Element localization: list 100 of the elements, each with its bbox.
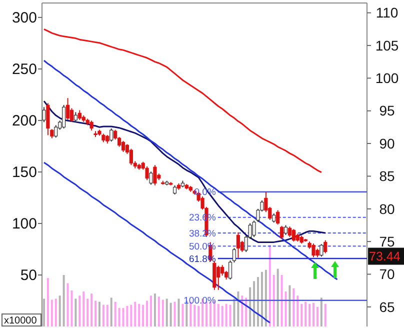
bar: [82, 291, 85, 326]
line-series: [43, 60, 338, 280]
text: x10000: [4, 316, 38, 326]
bar: [284, 291, 287, 326]
bar: [170, 302, 172, 326]
candlestick: [272, 212, 276, 224]
y-tick-label: 50: [20, 267, 37, 284]
bar: [138, 304, 140, 326]
candlestick: [62, 104, 66, 129]
bar: [253, 281, 256, 326]
bar: [272, 274, 275, 326]
bar: [146, 300, 148, 326]
bar: [90, 294, 93, 326]
bar: [324, 304, 326, 326]
candlestick: [324, 240, 328, 254]
bar: [54, 298, 57, 326]
bar: [312, 302, 314, 326]
candlestick: [74, 112, 78, 122]
y-tick-label: 85: [379, 168, 395, 184]
bar: [221, 306, 224, 326]
bar: [225, 304, 228, 326]
bar: [154, 294, 156, 326]
y-tick-label: 70: [379, 266, 395, 282]
candlestick: [172, 184, 177, 195]
bar: [50, 300, 53, 326]
bar: [316, 306, 318, 326]
y-tick-label: 300: [12, 10, 37, 27]
bar: [233, 298, 236, 326]
bar: [102, 304, 104, 326]
bar: [42, 298, 45, 326]
bar: [237, 291, 240, 326]
bar: [130, 304, 132, 326]
bar: [178, 298, 180, 326]
bar: [98, 302, 100, 326]
bar: [268, 245, 271, 326]
bar: [182, 304, 184, 326]
y-tick-label: 90: [379, 135, 395, 152]
bar: [166, 298, 168, 326]
candlestick: [46, 102, 50, 136]
bar: [249, 287, 252, 326]
bar: [288, 285, 291, 326]
bar: [308, 304, 311, 326]
candlestick: [78, 110, 82, 120]
candlestick: [280, 225, 284, 240]
bar: [66, 283, 69, 326]
candlestick: [220, 264, 224, 276]
candlestick: [284, 224, 288, 236]
y-tick-label: 250: [12, 61, 37, 78]
candlestick: [121, 140, 126, 153]
bar: [122, 308, 124, 326]
bar: [194, 304, 196, 326]
bar: [300, 304, 303, 326]
candlestick: [110, 128, 114, 142]
candlestick: [153, 164, 157, 186]
candlestick: [288, 226, 292, 238]
bar: [86, 298, 89, 326]
candlestick: [216, 265, 220, 290]
bar: [217, 304, 220, 326]
bar: [62, 274, 65, 326]
bar: [74, 298, 77, 326]
bar: [280, 274, 283, 326]
y-tick-label: 200: [12, 112, 37, 130]
bar: [106, 304, 108, 326]
bar: [134, 302, 136, 326]
y-tick-label: 150: [12, 164, 37, 182]
bar: [257, 277, 260, 326]
candlestick: [312, 243, 316, 258]
y-tick-label: 105: [375, 37, 399, 54]
y-tick-label: 75: [379, 233, 395, 250]
bar: [58, 296, 61, 326]
bar: [264, 270, 267, 326]
candlestick: [42, 106, 46, 123]
candlestick: [320, 244, 324, 258]
candlestick: [90, 120, 94, 131]
y-tick-label: 110: [376, 4, 398, 21]
bar: [198, 306, 200, 326]
bar: [296, 296, 299, 326]
candlestick: [236, 232, 240, 258]
bar: [126, 306, 128, 326]
bar: [94, 300, 97, 326]
bar: [304, 302, 307, 326]
annotation: 100.0%: [184, 296, 216, 307]
bar: [46, 278, 49, 326]
candlestick: [276, 210, 280, 226]
bar: [241, 296, 244, 326]
y-tick-label: 95: [379, 102, 395, 119]
candlestick: [66, 98, 70, 120]
candlestick: [129, 148, 133, 166]
candlestick: [145, 166, 149, 181]
candlestick: [252, 220, 256, 238]
bar: [110, 298, 112, 326]
bar: [78, 296, 81, 326]
candlestick: [292, 228, 296, 242]
candlestick: [54, 124, 58, 138]
bar: [276, 268, 279, 326]
y-tick-label: 100: [12, 216, 37, 233]
text: 73.44: [369, 250, 400, 264]
bar: [260, 272, 263, 326]
bar: [118, 308, 120, 326]
y-tick-label: 65: [379, 298, 395, 315]
